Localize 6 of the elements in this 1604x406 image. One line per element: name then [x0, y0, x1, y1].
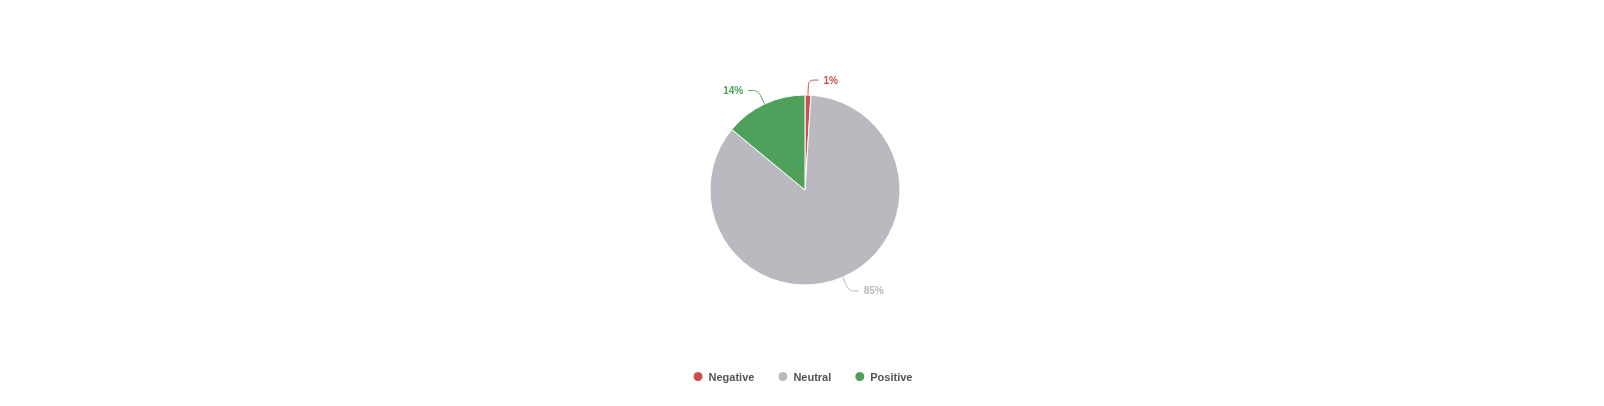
legend-label: Neutral — [793, 370, 832, 383]
data-label: 1% — [823, 74, 839, 86]
legend-label: Positive — [870, 370, 913, 383]
data-label: 14% — [723, 84, 744, 96]
legend-label: Negative — [708, 370, 755, 383]
data-label: 85% — [863, 285, 884, 297]
